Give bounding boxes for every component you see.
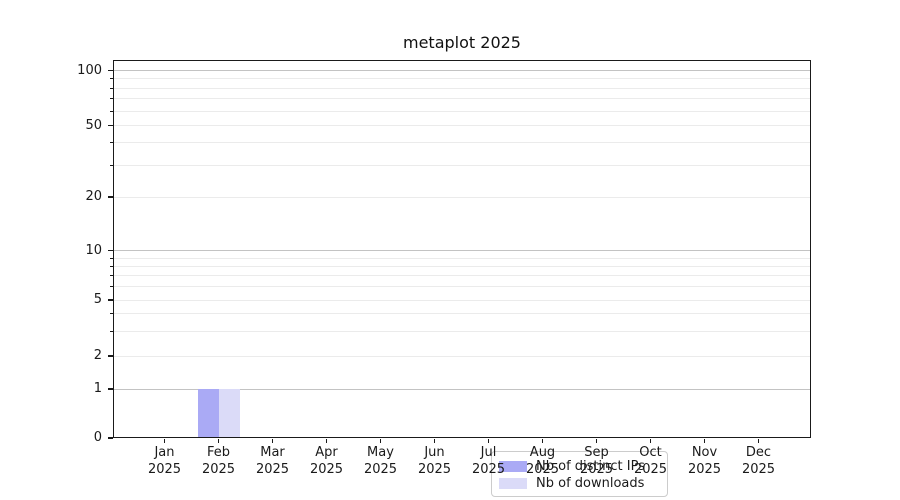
gridline-minor xyxy=(113,196,811,198)
y-minor-tick-mark xyxy=(110,142,113,144)
x-tick-label: May 2025 xyxy=(363,445,398,477)
legend-label: Nb of downloads xyxy=(536,476,645,491)
y-minor-tick-mark xyxy=(110,87,113,89)
x-tick-mark xyxy=(217,438,220,444)
plot-area: Nb of distinct IPs Nb of downloads xyxy=(113,60,811,497)
x-tick-mark xyxy=(595,438,598,444)
legend-swatch-downloads xyxy=(499,478,527,489)
gridline-minor xyxy=(113,87,811,89)
gridline-minor xyxy=(113,299,811,301)
x-tick-label: Aug 2025 xyxy=(525,445,560,477)
gridline-minor xyxy=(113,125,811,126)
x-tick-mark xyxy=(757,438,760,444)
x-tick-mark xyxy=(433,438,436,444)
gridline-minor xyxy=(113,78,811,80)
gridline-minor xyxy=(113,265,811,267)
y-tick-label: 5 xyxy=(93,292,102,307)
chart-title: metaplot 2025 xyxy=(403,33,521,52)
gridline-minor xyxy=(113,313,811,315)
y-minor-tick-mark xyxy=(110,286,113,288)
x-tick-label: Nov 2025 xyxy=(687,445,722,477)
y-minor-tick-mark xyxy=(110,98,113,100)
y-minor-tick-mark xyxy=(110,110,113,112)
y-tick-mark xyxy=(108,69,113,72)
x-tick-label: Oct 2025 xyxy=(633,445,668,477)
y-tick-label: 1 xyxy=(93,381,102,396)
y-minor-tick-mark xyxy=(110,330,113,332)
gridline-major xyxy=(113,250,811,251)
plot-frame xyxy=(113,60,811,438)
legend-label: Nb of distinct IPs xyxy=(536,459,645,474)
y-tick-mark xyxy=(108,196,113,198)
x-tick-mark xyxy=(163,438,166,444)
y-tick-label: 0 xyxy=(93,430,102,445)
legend-row: Nb of downloads xyxy=(499,475,659,492)
y-minor-tick-mark xyxy=(110,164,113,166)
gridline-minor xyxy=(113,164,811,166)
y-tick-label: 50 xyxy=(85,117,102,133)
y-minor-tick-mark xyxy=(110,78,113,80)
bar-distinct-ips xyxy=(197,389,219,438)
y-minor-tick-mark xyxy=(110,313,113,315)
y-tick-mark xyxy=(108,355,113,357)
x-tick-mark xyxy=(487,438,490,444)
x-tick-mark xyxy=(271,438,274,444)
gridline-minor xyxy=(113,286,811,288)
x-tick-label: Jun 2025 xyxy=(417,445,452,477)
y-tick-mark xyxy=(108,249,113,252)
x-tick-label: Dec 2025 xyxy=(741,445,776,477)
y-tick-mark xyxy=(108,299,113,301)
y-minor-tick-mark xyxy=(110,265,113,267)
gridline-minor xyxy=(113,257,811,259)
y-tick-mark xyxy=(108,124,113,127)
y-tick-mark xyxy=(108,388,113,390)
gridline-minor xyxy=(113,275,811,277)
gridline-minor xyxy=(113,142,811,144)
y-tick-label: 2 xyxy=(93,348,102,363)
y-tick-label: 20 xyxy=(85,189,102,204)
x-tick-label: Mar 2025 xyxy=(255,445,290,477)
x-tick-label: Jul 2025 xyxy=(471,445,506,477)
x-tick-mark xyxy=(703,438,706,444)
y-tick-label: 100 xyxy=(77,62,102,78)
x-tick-mark xyxy=(379,438,382,444)
legend-swatch-distinct-ips xyxy=(499,461,527,472)
gridline-minor xyxy=(113,98,811,100)
bar-downloads xyxy=(218,389,240,438)
x-tick-label: Jan 2025 xyxy=(147,445,182,477)
gridline-minor xyxy=(113,110,811,112)
gridline-minor xyxy=(113,355,811,357)
x-tick-mark xyxy=(649,438,652,444)
x-tick-label: Feb 2025 xyxy=(201,445,236,477)
x-tick-mark xyxy=(325,438,328,444)
y-minor-tick-mark xyxy=(110,257,113,259)
x-tick-label: Sep 2025 xyxy=(579,445,614,477)
y-minor-tick-mark xyxy=(110,275,113,277)
gridline-major xyxy=(113,70,811,71)
legend: Nb of distinct IPs Nb of downloads xyxy=(491,451,668,497)
legend-row: Nb of distinct IPs xyxy=(499,458,659,475)
gridline-minor xyxy=(113,330,811,332)
gridline-major xyxy=(113,388,811,390)
x-tick-label: Apr 2025 xyxy=(309,445,344,477)
y-tick-mark xyxy=(108,437,113,439)
x-tick-mark xyxy=(541,438,544,444)
y-tick-label: 10 xyxy=(85,242,102,258)
